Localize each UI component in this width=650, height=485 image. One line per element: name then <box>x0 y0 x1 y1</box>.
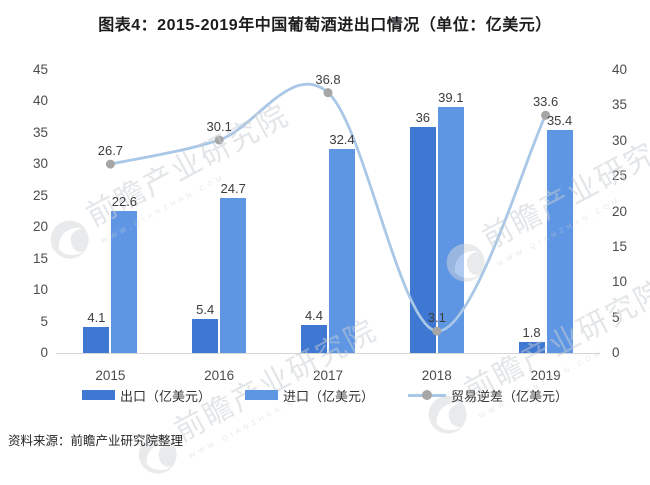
y-axis-right-tick: 25 <box>612 168 628 184</box>
export-value-label: 4.1 <box>87 310 106 326</box>
y-axis-left-tick: 40 <box>32 93 48 109</box>
trade-deficit-line <box>109 82 547 333</box>
watermark: 前瞻产业研究院 WWW.QIANZHAN.COM <box>41 99 303 271</box>
deficit-value-label: 36.8 <box>315 71 341 87</box>
y-axis-left-tick: 20 <box>32 219 48 235</box>
deficit-value-label: 26.7 <box>97 143 124 159</box>
import-bar-2015 <box>111 210 138 353</box>
y-axis-left-tick: 10 <box>32 282 48 298</box>
export-bar-2015 <box>83 327 110 353</box>
line-swatch-icon <box>408 390 446 400</box>
legend-label: 出口（亿美元） <box>119 388 211 404</box>
deficit-value-label: 3.1 <box>427 310 446 326</box>
deficit-value-label: 33.6 <box>532 94 559 110</box>
y-axis-right-tick: 20 <box>612 203 628 219</box>
y-axis-right-tick: 30 <box>612 132 628 148</box>
export-bar-2017 <box>301 325 327 353</box>
chart-title: 图表4：2015-2019年中国葡萄酒进出口情况（单位：亿美元） <box>98 17 552 34</box>
import-value-label: 39.1 <box>438 90 464 106</box>
y-axis-left-tick: 5 <box>40 313 48 329</box>
legend-item-import: 进口（亿美元） <box>244 386 374 405</box>
source-note: 资料来源：前瞻产业研究院整理 <box>8 434 184 448</box>
export-bar-2016 <box>192 319 219 353</box>
y-axis-left-tick: 35 <box>32 124 48 140</box>
y-axis-right-tick: 0 <box>612 345 620 360</box>
y-axis-left-tick: 45 <box>32 62 48 77</box>
line-marker <box>214 135 224 145</box>
import-bar-2016 <box>220 197 247 353</box>
legend: 出口（亿美元） 进口（亿美元） 贸易逆差（亿美元） <box>0 384 650 406</box>
y-axis-left-tick: 15 <box>32 250 48 266</box>
import-swatch-icon <box>244 390 278 400</box>
import-value-label: 32.4 <box>329 132 355 148</box>
y-axis-left-tick: 30 <box>32 156 48 172</box>
x-axis-label-2017: 2017 <box>312 368 344 383</box>
y-axis-right-tick: 35 <box>612 97 628 113</box>
x-axis-label-2015: 2015 <box>95 368 126 383</box>
legend-label: 进口（亿美元） <box>282 388 374 404</box>
legend-item-deficit: 贸易逆差（亿美元） <box>408 386 568 405</box>
y-axis-left-tick: 25 <box>32 187 48 203</box>
y-axis-right-tick: 10 <box>612 274 628 290</box>
export-value-label: 36 <box>415 109 431 125</box>
import-value-label: 22.6 <box>111 193 138 209</box>
export-value-label: 1.8 <box>522 324 541 340</box>
qianzhan-logo-icon <box>50 220 89 259</box>
import-bar-2019 <box>546 130 573 353</box>
deficit-value-label: 30.1 <box>206 119 232 135</box>
export-swatch-icon <box>81 390 115 400</box>
x-axis-line <box>56 353 600 354</box>
import-value-label: 24.7 <box>220 180 246 196</box>
y-axis-right-tick: 40 <box>612 62 628 77</box>
x-axis-label-2019: 2019 <box>530 368 561 383</box>
x-axis-label-2016: 2016 <box>204 368 235 383</box>
line-marker <box>323 88 333 98</box>
x-axis-label-2018: 2018 <box>421 368 452 383</box>
export-value-label: 5.4 <box>196 302 215 318</box>
y-axis-left-tick: 0 <box>40 345 48 360</box>
export-bar-2019 <box>518 341 545 353</box>
chart-figure: 图表4：2015-2019年中国葡萄酒进出口情况（单位：亿美元） 前瞻产业研究院… <box>0 17 650 474</box>
y-axis-right-tick: 5 <box>612 309 620 325</box>
legend-item-export: 出口（亿美元） <box>81 386 211 405</box>
line-marker <box>105 159 115 169</box>
legend-label: 贸易逆差（亿美元） <box>451 388 569 404</box>
import-value-label: 35.4 <box>546 113 573 129</box>
y-axis-right-tick: 15 <box>612 238 628 254</box>
export-value-label: 4.4 <box>304 308 324 324</box>
